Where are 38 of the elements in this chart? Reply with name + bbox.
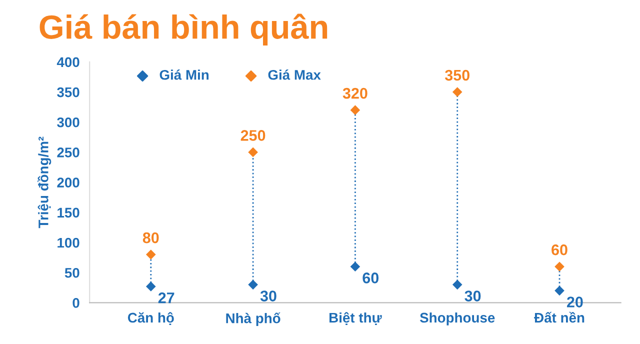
y-axis-title: Triệu đồng/m² bbox=[38, 136, 52, 228]
data-label: 80 bbox=[142, 232, 159, 244]
data-label: 350 bbox=[444, 70, 470, 81]
y-tick-label: 50 bbox=[64, 268, 80, 278]
point bbox=[452, 280, 462, 290]
x-tick-label: Căn hộ bbox=[128, 312, 174, 325]
data-label: 60 bbox=[362, 272, 379, 284]
data-label: 60 bbox=[552, 244, 568, 256]
y-tick-label: 100 bbox=[58, 238, 80, 248]
data-label: 320 bbox=[342, 88, 368, 99]
data-label: 20 bbox=[566, 296, 583, 308]
y-tick-label: 300 bbox=[57, 117, 80, 128]
x-tick-label: Nhà phố bbox=[226, 312, 280, 326]
point bbox=[452, 87, 462, 97]
y-tick-label: 150 bbox=[58, 208, 80, 218]
legend-label: Giá Min bbox=[160, 69, 209, 80]
data-label: 250 bbox=[240, 130, 266, 141]
x-tick-label: Biệt thự bbox=[330, 312, 382, 325]
y-tick-label: 0 bbox=[72, 298, 80, 308]
point bbox=[248, 280, 258, 290]
legend-label: Giá Max bbox=[268, 69, 321, 80]
data-label: 30 bbox=[260, 290, 276, 302]
y-tick-label: 250 bbox=[57, 148, 80, 158]
y-tick-label: 350 bbox=[57, 87, 80, 98]
y-tick-label: 200 bbox=[57, 178, 80, 188]
point bbox=[350, 105, 360, 115]
data-label: 30 bbox=[464, 290, 481, 302]
point bbox=[146, 282, 156, 292]
point bbox=[146, 250, 156, 260]
data-label: 27 bbox=[158, 292, 174, 304]
y-tick-label: 400 bbox=[56, 57, 80, 68]
point bbox=[554, 286, 564, 296]
chart-title: Giá bán bình quân bbox=[40, 14, 328, 46]
x-tick-label: Đất nền bbox=[534, 312, 584, 323]
point bbox=[554, 262, 564, 272]
point bbox=[248, 147, 258, 158]
point bbox=[350, 262, 360, 272]
x-tick-label: Shophouse bbox=[420, 312, 495, 326]
